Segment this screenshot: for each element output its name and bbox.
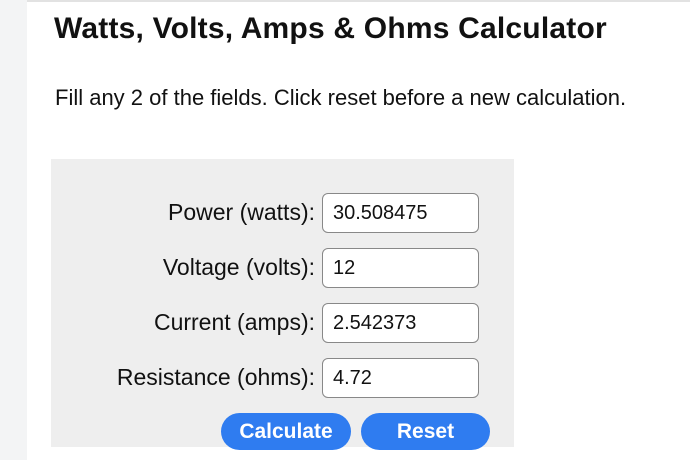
page-title: Watts, Volts, Amps & Ohms Calculator [54, 12, 607, 45]
voltage-row: Voltage (volts): [51, 248, 514, 288]
power-row: Power (watts): [51, 193, 514, 233]
reset-button[interactable]: Reset [361, 413, 490, 450]
instructions-text: Fill any 2 of the fields. Click reset be… [55, 85, 627, 110]
resistance-input[interactable] [322, 358, 479, 398]
left-sidebar-strip [0, 0, 27, 460]
voltage-input[interactable] [322, 248, 479, 288]
voltage-label: Voltage (volts): [162, 254, 315, 280]
resistance-label: Resistance (ohms): [116, 364, 315, 390]
calculator-form: Power (watts): Voltage (volts): Current … [51, 159, 514, 450]
current-row: Current (amps): [51, 303, 514, 343]
current-input[interactable] [322, 303, 479, 343]
current-label: Current (amps): [153, 309, 315, 335]
power-label: Power (watts): [168, 199, 315, 225]
power-input[interactable] [322, 193, 479, 233]
top-border [0, 0, 690, 2]
resistance-row: Resistance (ohms): [51, 358, 514, 398]
calculate-button[interactable]: Calculate [221, 413, 351, 450]
